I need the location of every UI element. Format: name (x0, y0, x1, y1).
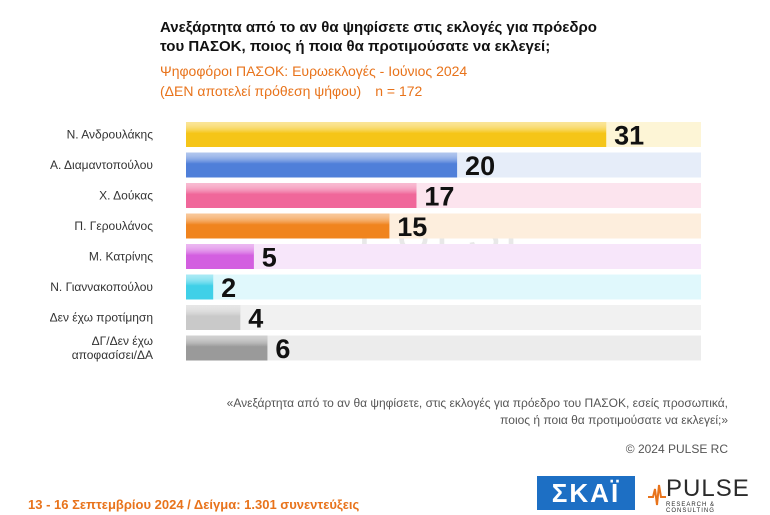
pulse-logo-name: PULSE (666, 475, 750, 502)
category-label: Π. Γερουλάνος (74, 219, 153, 233)
data-label: 20 (465, 151, 495, 181)
subtitle-note: (ΔΕΝ αποτελεί πρόθεση ψήφου) (160, 83, 362, 99)
bar-shine (186, 244, 254, 269)
category-label: Χ. Δούκας (99, 189, 153, 203)
bar-shine (186, 335, 268, 361)
pulse-logo-sub: RESEARCH & CONSULTING (666, 502, 716, 514)
bar-track (186, 335, 701, 361)
subtitle-line-1: Ψηφοφόροι ΠΑΣΟΚ: Ευρωεκλογές - Ιούνιος 2… (160, 63, 468, 79)
copyright: © 2024 PULSE RC (625, 442, 728, 456)
bar-track (186, 244, 701, 269)
bar-chart: 31 Ν. Ανδρουλάκης 20 Α. Διαμαντοπούλου 17 Χ. … (50, 121, 701, 364)
data-label: 15 (397, 212, 427, 242)
bar-track (186, 274, 701, 300)
category-label: Ν. Ανδρουλάκης (67, 128, 154, 142)
pulse-wave-icon (648, 484, 666, 506)
chart-title: Ανεξάρτητα από το αν θα ψηφίσετε στις εκ… (160, 18, 597, 56)
data-label: 5 (262, 243, 277, 273)
title-line-2: του ΠΑΣΟΚ, ποιος ή ποια θα προτιμούσατε … (160, 38, 551, 55)
pulse-logo: PULSE RESEARCH & CONSULTING (648, 475, 763, 514)
bar-shine (186, 274, 214, 300)
footnote-line-1: «Ανεξάρτητα από το αν θα ψηφίσετε, στις … (226, 396, 728, 410)
bar-shine (186, 122, 607, 147)
category-label: Α. Διαμαντοπούλου (50, 158, 153, 172)
bar-track (186, 305, 701, 330)
data-label: 2 (221, 273, 236, 303)
category-label: Ν. Γιαννακοπούλου (50, 280, 153, 294)
data-label: 31 (614, 121, 644, 151)
data-label: 4 (248, 304, 263, 334)
sample-size: n = 172 (375, 83, 423, 99)
data-label: 17 (424, 182, 454, 212)
bar-shine (186, 305, 241, 330)
bar-shine (186, 213, 390, 239)
category-label: ΔΓ/Δεν έχω αποφασίσει/ΔΑ (72, 334, 153, 362)
skai-logo: ΣΚΑΪ (537, 476, 635, 510)
fieldwork-info: 13 - 16 Σεπτεμβρίου 2024 / Δείγμα: 1.301… (28, 497, 360, 512)
subtitle-line-2: (ΔΕΝ αποτελεί πρόθεση ψήφου) n = 172 (160, 81, 467, 101)
chart-subtitle: Ψηφοφόροι ΠΑΣΟΚ: Ευρωεκλογές - Ιούνιος 2… (160, 61, 467, 101)
data-label: 6 (275, 334, 290, 364)
bar-shine (186, 183, 417, 208)
question-footnote: «Ανεξάρτητα από το αν θα ψηφίσετε, στις … (168, 395, 728, 429)
footnote-line-2: ποιος ή ποια θα προτιμούσατε να εκλεγεί;… (500, 413, 728, 427)
title-line-1: Ανεξάρτητα από το αν θα ψηφίσετε στις εκ… (160, 19, 597, 36)
category-label: Μ. Κατρίνης (89, 250, 153, 264)
bar-shine (186, 152, 458, 178)
category-label: Δεν έχω προτίμηση (50, 311, 153, 325)
